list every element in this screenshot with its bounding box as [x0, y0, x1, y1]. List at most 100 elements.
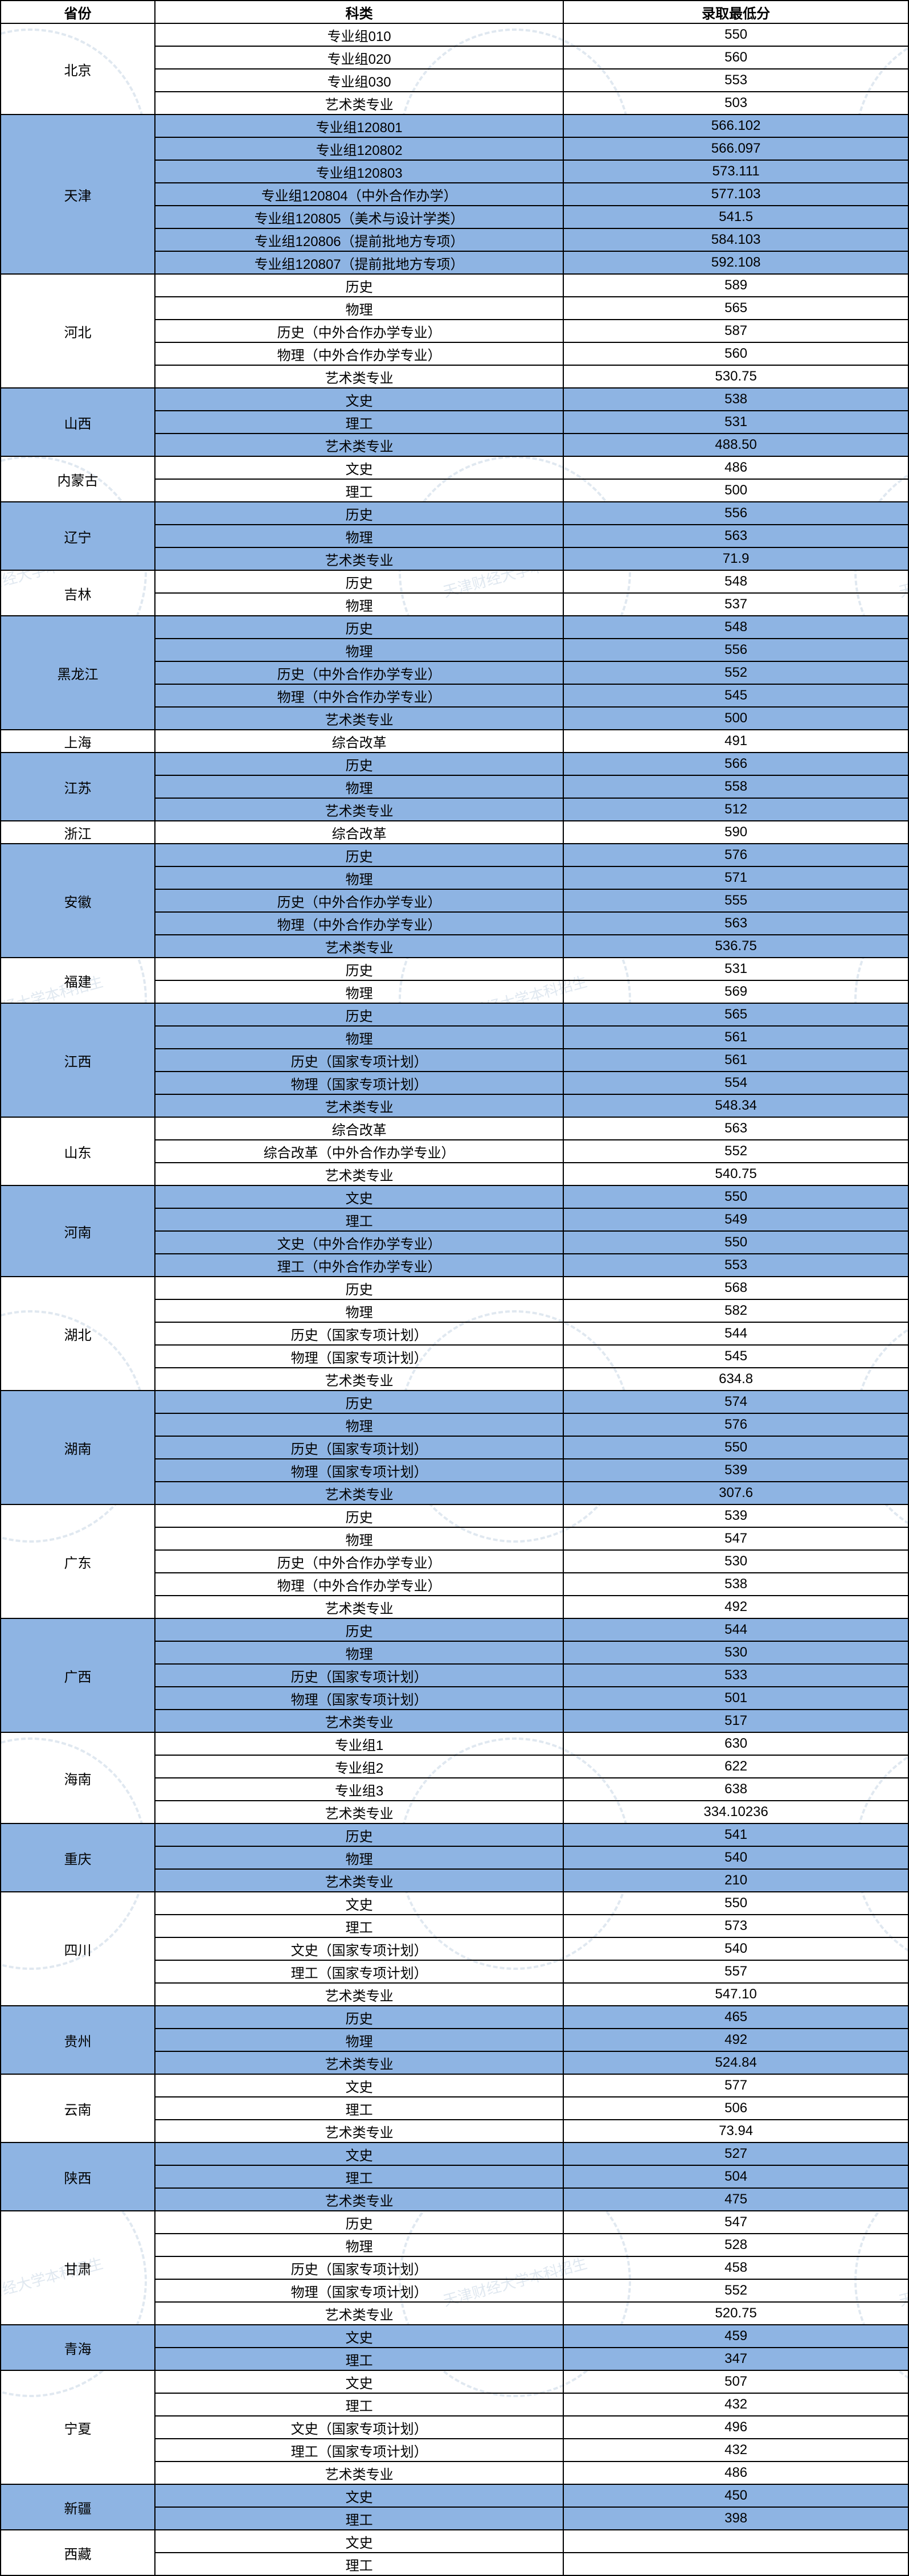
category-cell: 专业组030 [155, 69, 563, 92]
score-cell: 553 [563, 1254, 908, 1277]
category-cell: 物理（中外合作办学专业） [155, 912, 563, 935]
category-cell: 历史 [155, 616, 563, 639]
header-category: 科类 [155, 1, 563, 23]
score-cell: 561 [563, 1049, 908, 1072]
province-cell: 云南 [1, 2074, 155, 2142]
score-cell: 475 [563, 2188, 908, 2211]
category-cell: 文史 [155, 1185, 563, 1208]
score-cell: 549 [563, 1208, 908, 1231]
category-cell: 文史 [155, 456, 563, 479]
score-cell: 552 [563, 1140, 908, 1163]
category-cell: 艺术类专业 [155, 2188, 563, 2211]
category-cell: 艺术类专业 [155, 434, 563, 456]
score-cell: 550 [563, 1436, 908, 1459]
table-row: 福建历史531 [1, 958, 908, 980]
score-cell: 571 [563, 866, 908, 889]
category-cell: 综合改革（中外合作办学专业） [155, 1140, 563, 1163]
score-cell: 547.10 [563, 1983, 908, 2006]
score-cell: 560 [563, 342, 908, 365]
score-cell: 533 [563, 1664, 908, 1687]
category-cell: 理工（中外合作办学专业） [155, 1254, 563, 1277]
category-cell: 综合改革 [155, 1117, 563, 1140]
score-cell: 506 [563, 2097, 908, 2120]
score-cell: 210 [563, 1869, 908, 1892]
admission-scores-table: 省份 科类 录取最低分 北京专业组010550专业组020560专业组03055… [0, 0, 909, 2576]
score-cell: 576 [563, 1413, 908, 1436]
category-cell: 理工 [155, 1915, 563, 1937]
score-cell: 486 [563, 456, 908, 479]
category-cell: 物理（国家专项计划） [155, 1687, 563, 1710]
score-cell: 465 [563, 2006, 908, 2029]
category-cell: 物理 [155, 2029, 563, 2051]
table-row: 青海文史459 [1, 2325, 908, 2348]
category-cell: 物理 [155, 1527, 563, 1550]
table-body: 北京专业组010550专业组020560专业组030553艺术类专业503天津专… [1, 23, 908, 2575]
category-cell: 理工（国家专项计划） [155, 1960, 563, 1983]
category-cell: 专业组120803 [155, 160, 563, 183]
table-row: 天津专业组120801566.102 [1, 115, 908, 137]
category-cell: 艺术类专业 [155, 1163, 563, 1185]
province-cell: 湖南 [1, 1391, 155, 1504]
score-cell: 530 [563, 1550, 908, 1573]
province-cell: 青海 [1, 2325, 155, 2370]
category-cell: 物理（国家专项计划） [155, 2279, 563, 2302]
score-cell: 569 [563, 980, 908, 1003]
table-row: 江西历史565 [1, 1003, 908, 1026]
score-cell: 554 [563, 1072, 908, 1094]
score-cell: 550 [563, 1185, 908, 1208]
score-cell: 531 [563, 958, 908, 980]
category-cell: 物理 [155, 525, 563, 547]
category-cell: 理工 [155, 479, 563, 502]
score-cell: 584.103 [563, 228, 908, 251]
score-cell: 538 [563, 1573, 908, 1596]
category-cell: 历史 [155, 502, 563, 525]
score-cell: 537 [563, 593, 908, 616]
score-cell: 550 [563, 1892, 908, 1915]
score-cell: 560 [563, 46, 908, 69]
score-cell: 531 [563, 411, 908, 434]
category-cell: 历史（中外合作办学专业） [155, 1550, 563, 1573]
table-row: 广东历史539 [1, 1504, 908, 1527]
category-cell: 物理 [155, 1299, 563, 1322]
score-cell: 528 [563, 2234, 908, 2256]
score-cell: 552 [563, 2279, 908, 2302]
score-cell: 561 [563, 1026, 908, 1049]
province-cell: 内蒙古 [1, 456, 155, 502]
score-cell: 432 [563, 2439, 908, 2461]
table-row: 河北历史589 [1, 274, 908, 297]
table-row: 安徽历史576 [1, 844, 908, 866]
category-cell: 物理 [155, 1846, 563, 1869]
category-cell: 物理（国家专项计划） [155, 1072, 563, 1094]
category-cell: 历史 [155, 274, 563, 297]
score-cell: 503 [563, 92, 908, 115]
province-cell: 河南 [1, 1185, 155, 1277]
category-cell: 物理（国家专项计划） [155, 1459, 563, 1482]
score-cell: 565 [563, 297, 908, 320]
category-cell: 理工 [155, 2393, 563, 2416]
category-cell: 专业组1 [155, 1732, 563, 1755]
category-cell: 艺术类专业 [155, 1710, 563, 1732]
category-cell: 专业组120802 [155, 137, 563, 160]
table-row: 西藏文史 [1, 2530, 908, 2553]
category-cell: 专业组120807（提前批地方专项） [155, 251, 563, 274]
province-cell: 海南 [1, 1732, 155, 1823]
score-cell: 622 [563, 1755, 908, 1778]
score-cell: 634.8 [563, 1368, 908, 1391]
province-cell: 北京 [1, 23, 155, 115]
table-row: 浙江综合改革590 [1, 821, 908, 844]
score-cell: 539 [563, 1459, 908, 1482]
category-cell: 艺术类专业 [155, 2302, 563, 2325]
table-row: 山东综合改革563 [1, 1117, 908, 1140]
province-cell: 辽宁 [1, 502, 155, 570]
score-cell: 524.84 [563, 2051, 908, 2074]
score-cell: 504 [563, 2165, 908, 2188]
score-cell: 334.10236 [563, 1801, 908, 1823]
score-cell: 577.103 [563, 183, 908, 206]
category-cell: 专业组120801 [155, 115, 563, 137]
score-cell: 563 [563, 912, 908, 935]
score-cell: 458 [563, 2256, 908, 2279]
score-cell: 539 [563, 1504, 908, 1527]
score-cell: 589 [563, 274, 908, 297]
category-cell: 艺术类专业 [155, 798, 563, 821]
header-minscore: 录取最低分 [563, 1, 908, 23]
